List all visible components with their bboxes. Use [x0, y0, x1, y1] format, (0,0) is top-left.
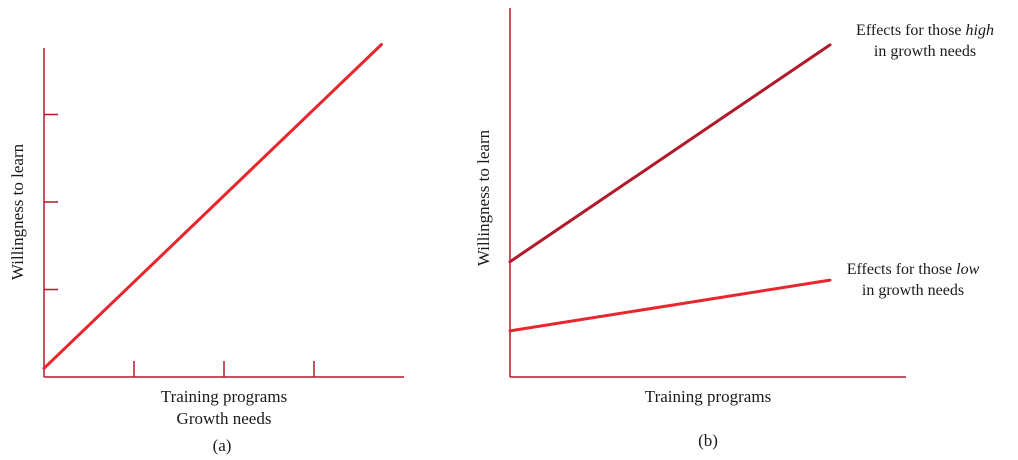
chart-a-panel-label: (a) — [213, 436, 232, 455]
chart-b-series-low-line — [508, 278, 832, 333]
chart-b-annotation-low: Effects for those low — [847, 261, 980, 278]
chart-a-x-axis-label-2: Growth needs — [177, 409, 272, 428]
chart-b-annotation-high-line2: in growth needs — [874, 43, 976, 60]
chart-b-series-high-line — [508, 43, 832, 264]
chart-a-x-axis-label: Training programs — [161, 387, 287, 406]
chart-b-panel-label: (b) — [698, 431, 718, 450]
chart-b-x-axis-label: Training programs — [645, 387, 771, 406]
chart-a-ticks — [44, 113, 315, 377]
chart-a-y-axis-label: Willingness to learn — [8, 143, 27, 280]
chart-b-annotation-low-prefix: Effects for those — [847, 261, 956, 278]
chart-b-annotation-high-emph: high — [966, 22, 994, 39]
chart-b-annotation-low-emph: low — [956, 261, 979, 278]
chart-a-series-line — [42, 43, 383, 370]
chart-a: Willingness to learn Training programs G… — [8, 43, 404, 455]
chart-b: Willingness to learn Training programs (… — [474, 8, 994, 450]
chart-b-annotation-high-prefix: Effects for those — [856, 22, 965, 39]
chart-b-annotation-low-line2: in growth needs — [862, 282, 964, 299]
chart-b-annotation-high: Effects for those high — [856, 22, 994, 39]
chart-b-y-axis-label: Willingness to learn — [474, 129, 493, 266]
